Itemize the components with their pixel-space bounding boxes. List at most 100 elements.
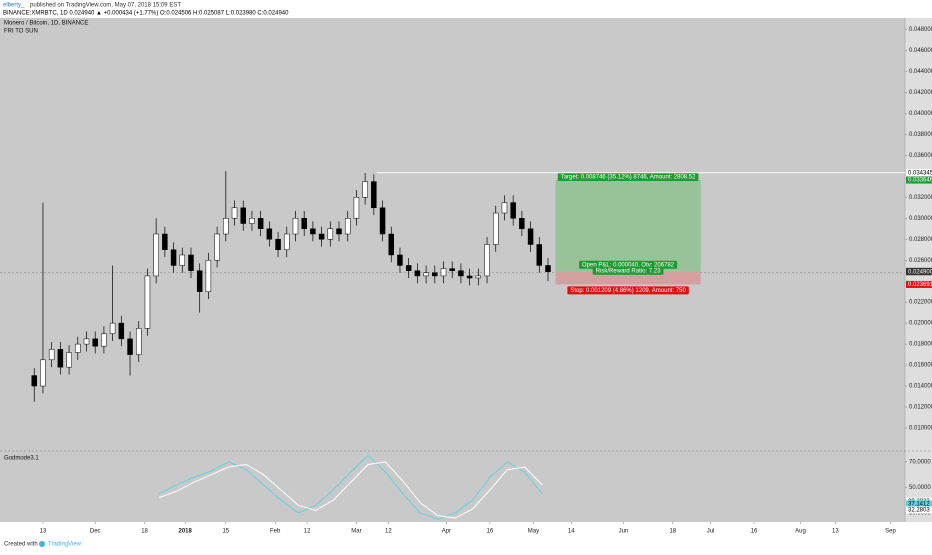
footer-brand[interactable]: TradingView xyxy=(48,542,82,548)
candle-body xyxy=(292,218,299,235)
x-tick-label: 13 xyxy=(832,529,839,535)
candle-body xyxy=(388,233,395,256)
brand-logo xyxy=(39,541,45,547)
candle-body xyxy=(83,338,90,345)
x-tick-label: 13 xyxy=(40,529,47,535)
candle-body xyxy=(109,322,116,334)
x-tick-label: 16 xyxy=(751,529,758,535)
osc-tick-label: 70.0000 xyxy=(909,460,931,466)
candle-body xyxy=(275,238,281,250)
x-tick-label: 2018 xyxy=(178,529,192,535)
osc-line xyxy=(158,454,543,520)
chart-title: Monero / Bitcoin, 1D, BINANCE xyxy=(4,21,88,27)
chart-subtitle: FRI TO SUN xyxy=(4,29,38,35)
y-tick-label: 0.032000 xyxy=(909,195,932,201)
candle-body xyxy=(257,218,264,230)
x-tick-label: Aug xyxy=(795,529,806,535)
candle-body xyxy=(353,197,360,219)
y-tick-label: 0.028000 xyxy=(909,237,932,243)
footer-created: Created with xyxy=(4,542,38,548)
osc-badge-label: 37.1412 xyxy=(908,501,930,507)
x-tick-label: 14 xyxy=(568,529,575,535)
price-badge-label: 0.034345 xyxy=(908,170,932,176)
osc-badge-label: 32.2803 xyxy=(908,508,930,514)
candle-body xyxy=(162,233,168,250)
candle-body xyxy=(510,202,516,219)
y-tick-label: 0.036000 xyxy=(909,153,932,159)
published: published on TradingView.com, May 07, 20… xyxy=(30,3,181,9)
stop-label-bg xyxy=(567,286,689,295)
candle-body xyxy=(48,349,55,361)
candle-body xyxy=(310,228,316,235)
y-tick-label: 0.038000 xyxy=(909,132,932,138)
x-tick-label: Dec xyxy=(90,529,101,535)
target-label: Target: 0.008746 (35.12%) 8746, Amount: … xyxy=(561,175,696,181)
candle-body xyxy=(336,228,342,235)
y-tick-label: 0.026000 xyxy=(909,258,932,264)
candle-body xyxy=(101,333,107,347)
osc-badge xyxy=(906,500,932,508)
candle-body xyxy=(405,265,412,271)
candle-body xyxy=(466,275,473,279)
candle-body xyxy=(423,272,429,277)
y-tick-label: 0.010000 xyxy=(909,426,932,432)
author[interactable]: elberty_ xyxy=(3,3,25,9)
candle-body xyxy=(440,268,447,277)
stop-label: Stop: 0.001209 (4.86%) 1209, Amount: 750 xyxy=(570,288,686,294)
candle-body xyxy=(484,244,490,277)
candle-body xyxy=(118,322,125,340)
x-tick-label: Jun xyxy=(619,529,629,535)
time-axis xyxy=(0,522,932,550)
y-tick-label: 0.030000 xyxy=(909,216,932,222)
x-tick-label: 16 xyxy=(487,529,494,535)
ratio-label: Risk/Reward Ratio: 7.23 xyxy=(596,268,661,274)
target-zone xyxy=(555,180,701,272)
y-tick-label: 0.046000 xyxy=(909,48,932,54)
candle-body xyxy=(397,254,403,266)
candle-body xyxy=(170,249,177,266)
candle-body xyxy=(249,218,255,224)
candle-body xyxy=(214,233,220,261)
y-tick-label: 0.022000 xyxy=(909,300,932,306)
candle-body xyxy=(449,268,455,271)
candle-body xyxy=(40,359,46,387)
y-tick-label: 0.020000 xyxy=(909,321,932,327)
x-tick-label: Feb xyxy=(270,529,281,535)
candle-body xyxy=(135,328,142,355)
x-tick-label: May xyxy=(528,529,539,535)
x-tick-label: 15 xyxy=(222,529,229,535)
target-label-bg xyxy=(557,173,699,182)
candle-body xyxy=(344,218,351,235)
candle-body xyxy=(188,254,194,271)
symbol-line: BINANCE:XMRBTC, 1D 0.024940 ▲ +0.000434 … xyxy=(3,11,289,17)
x-tick-label: 12 xyxy=(304,529,311,535)
x-tick-label: 12 xyxy=(385,529,392,535)
candle-body xyxy=(379,207,386,235)
candle-body xyxy=(231,207,238,219)
y-tick-label: 0.048000 xyxy=(909,27,932,33)
open-label: Open P&L: 0.000040, Qty: 206782 xyxy=(582,262,675,268)
stop-zone xyxy=(555,271,701,285)
candle-body xyxy=(153,233,159,277)
candle-body xyxy=(527,228,534,245)
x-tick-label: Jul xyxy=(707,529,715,535)
candle-body xyxy=(501,202,508,214)
candle-body xyxy=(179,254,186,266)
candle-body xyxy=(127,338,133,355)
price-badge xyxy=(906,169,932,177)
price-badge-label: 0.024900 xyxy=(908,269,932,275)
candle-body xyxy=(75,343,81,353)
candle-body xyxy=(432,272,438,277)
candle-body xyxy=(318,233,325,240)
candle-body xyxy=(475,275,482,279)
osc-line xyxy=(158,461,543,519)
candle-body xyxy=(57,349,64,368)
x-tick-label: Mar xyxy=(351,529,361,535)
price-badge xyxy=(906,176,932,184)
y-tick-label: 0.044000 xyxy=(909,69,932,75)
candle-body xyxy=(301,218,307,230)
y-tick-label: 0.012000 xyxy=(909,405,932,411)
candle-body xyxy=(92,338,98,347)
candle-body xyxy=(240,207,246,224)
